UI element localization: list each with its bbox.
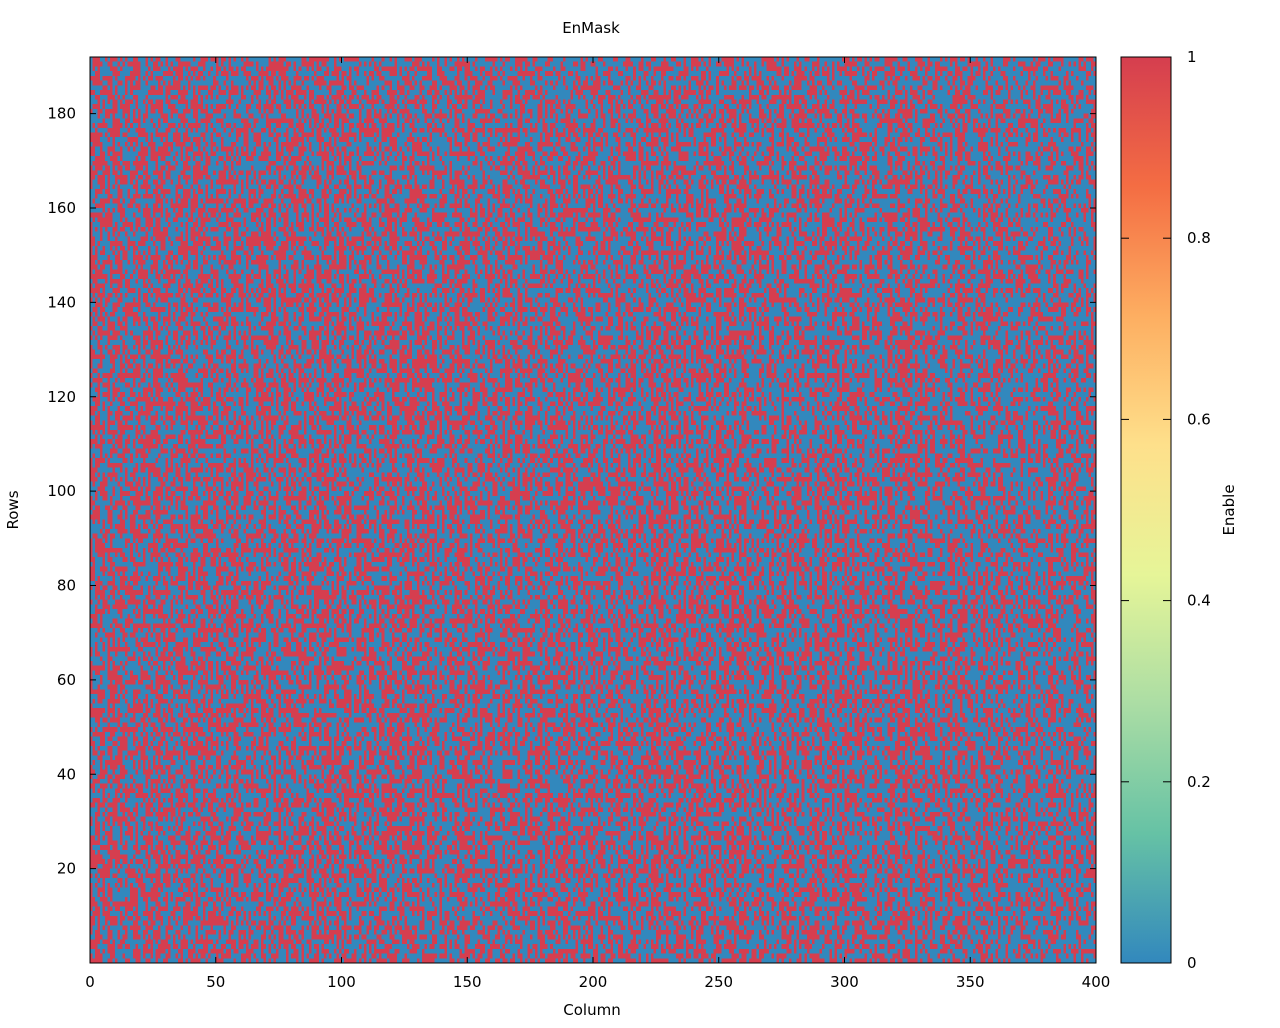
y-tick-label: 40 (57, 765, 76, 783)
y-axis-label: Rows (4, 490, 22, 529)
colorbar-tick-label: 0.8 (1187, 229, 1211, 247)
y-tick-label: 180 (47, 105, 76, 123)
x-tick-label: 350 (956, 973, 985, 991)
y-tick-label: 60 (57, 671, 76, 689)
x-tick-label: 200 (579, 973, 608, 991)
x-tick-label: 0 (85, 973, 95, 991)
y-tick-label: 160 (47, 199, 76, 217)
x-axis: 0 50 100 150 200 250 300 350 400 (85, 57, 1110, 991)
x-tick-label: 150 (453, 973, 482, 991)
x-tick-label: 300 (830, 973, 859, 991)
colorbar-axis: 0 0.2 0.4 0.6 0.8 1 (1121, 48, 1211, 972)
x-tick-label: 400 (1082, 973, 1111, 991)
colorbar-tick-label: 0.4 (1187, 592, 1211, 610)
heatmap-area (90, 57, 1096, 963)
x-tick-label: 250 (704, 973, 733, 991)
y-tick-label: 100 (47, 482, 76, 500)
heatmap-cells (90, 57, 1096, 963)
y-axis: 20 40 60 80 100 120 140 160 180 (47, 105, 1096, 878)
y-tick-label: 120 (47, 388, 76, 406)
colorbar-label: Enable (1220, 484, 1238, 535)
x-axis-label: Column (563, 1001, 620, 1019)
colorbar-tick-label: 1 (1187, 48, 1197, 66)
x-tick-label: 100 (327, 973, 356, 991)
colorbar-tick-label: 0.6 (1187, 410, 1211, 428)
colorbar-tick-label: 0.2 (1187, 773, 1211, 791)
y-tick-label: 20 (57, 860, 76, 878)
chart-title: EnMask (562, 19, 620, 37)
colorbar-tick-label: 0 (1187, 954, 1197, 972)
colorbar (1120, 56, 1172, 964)
y-tick-label: 80 (57, 577, 76, 595)
x-tick-label: 50 (206, 973, 225, 991)
y-tick-label: 140 (47, 293, 76, 311)
